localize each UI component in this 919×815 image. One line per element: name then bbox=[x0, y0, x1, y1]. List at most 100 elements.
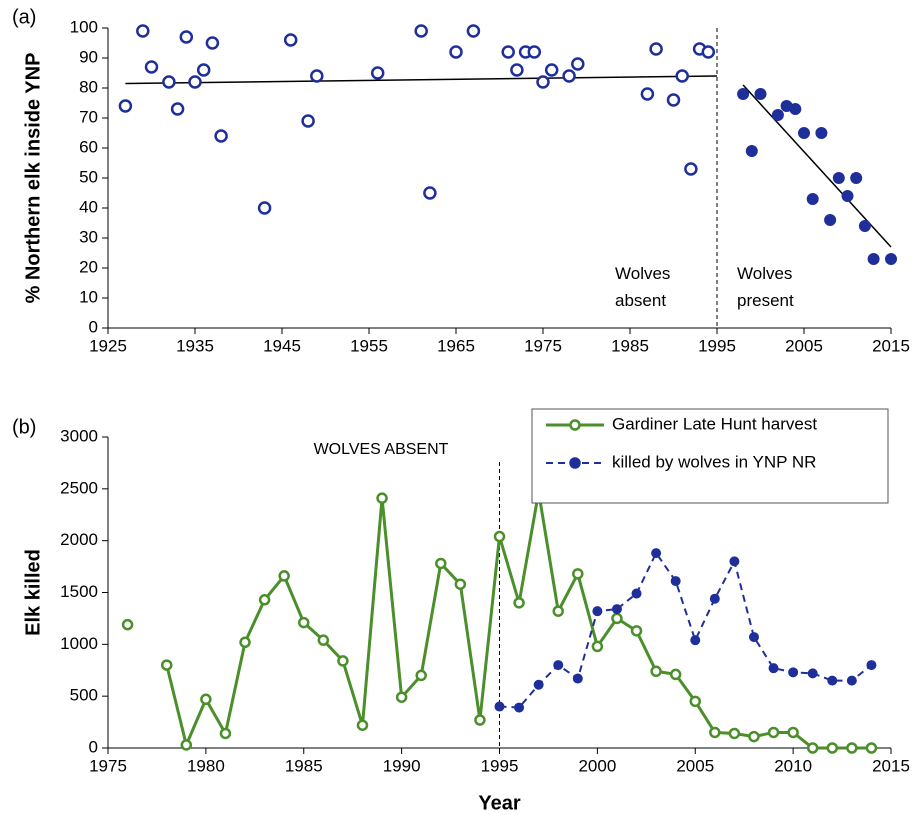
data-point bbox=[415, 669, 427, 682]
panel-label: (b) bbox=[12, 416, 36, 438]
data-point bbox=[651, 548, 662, 559]
data-point bbox=[298, 616, 310, 629]
data-point bbox=[649, 42, 663, 56]
data-point bbox=[239, 636, 251, 649]
data-point bbox=[376, 492, 388, 504]
x-tick-label: 1995 bbox=[481, 756, 519, 775]
data-point bbox=[728, 727, 741, 740]
data-point bbox=[162, 75, 176, 89]
data-point bbox=[513, 597, 525, 609]
data-point bbox=[205, 36, 220, 50]
data-point bbox=[787, 726, 799, 739]
data-point bbox=[527, 45, 542, 59]
x-tick-label: 1925 bbox=[89, 336, 127, 355]
annotation-line: absent bbox=[615, 291, 666, 310]
x-tick-label: 1985 bbox=[285, 756, 323, 775]
data-point bbox=[572, 673, 583, 684]
x-tick-label: 2000 bbox=[578, 756, 616, 775]
x-tick-label: 2015 bbox=[872, 336, 910, 355]
data-point bbox=[748, 730, 760, 743]
data-point bbox=[449, 45, 463, 59]
data-point bbox=[832, 172, 845, 184]
data-point bbox=[709, 726, 721, 739]
data-point bbox=[867, 253, 880, 265]
data-point bbox=[690, 635, 701, 646]
y-tick-label: 20 bbox=[79, 257, 98, 276]
data-point bbox=[640, 87, 655, 101]
y-tick-label: 40 bbox=[79, 197, 98, 216]
x-tick-label: 1955 bbox=[350, 336, 388, 355]
data-point bbox=[768, 663, 779, 674]
y-tick-label: 60 bbox=[79, 137, 98, 156]
annotation-line: present bbox=[737, 291, 794, 310]
data-point bbox=[709, 593, 720, 604]
data-point bbox=[826, 742, 839, 754]
x-tick-label: 1980 bbox=[187, 756, 225, 775]
data-point bbox=[670, 576, 681, 587]
data-point bbox=[337, 655, 349, 667]
x-tick-label: 1945 bbox=[263, 336, 301, 355]
series-line bbox=[499, 551, 873, 709]
data-point bbox=[858, 220, 871, 232]
data-point bbox=[160, 659, 173, 671]
data-point bbox=[514, 702, 525, 713]
data-point bbox=[552, 605, 564, 617]
legend-marker bbox=[569, 419, 581, 431]
x-tick-label: 1935 bbox=[176, 336, 214, 355]
legend-label: killed by wolves in YNP NR bbox=[612, 452, 816, 471]
y-tick-label: 3000 bbox=[60, 426, 98, 445]
data-point bbox=[310, 69, 324, 83]
data-point bbox=[592, 606, 603, 617]
trend-line bbox=[125, 75, 718, 85]
annotation: Wolves absent bbox=[615, 264, 670, 310]
data-point bbox=[824, 214, 837, 226]
data-point bbox=[850, 172, 863, 184]
y-tick-label: 90 bbox=[79, 47, 98, 66]
data-point bbox=[278, 570, 290, 582]
data-point bbox=[806, 193, 819, 205]
data-point bbox=[745, 145, 758, 157]
data-point bbox=[754, 88, 767, 100]
annotation-line: Wolves bbox=[737, 264, 792, 283]
data-point bbox=[807, 668, 818, 679]
y-tick-label: 80 bbox=[79, 77, 98, 96]
data-point bbox=[510, 63, 524, 77]
data-point bbox=[689, 695, 701, 708]
data-point bbox=[675, 69, 689, 83]
data-point bbox=[423, 186, 437, 200]
data-point bbox=[630, 625, 643, 637]
legend-marker bbox=[569, 457, 581, 469]
y-tick-label: 2500 bbox=[60, 478, 98, 497]
data-point bbox=[684, 162, 698, 176]
data-point bbox=[815, 127, 828, 139]
data-point bbox=[788, 667, 799, 678]
x-tick-label: 1985 bbox=[611, 336, 649, 355]
legend-label: Gardiner Late Hunt harvest bbox=[612, 414, 817, 433]
data-point bbox=[846, 675, 857, 686]
data-point bbox=[866, 660, 877, 671]
data-point bbox=[631, 588, 642, 599]
data-point bbox=[536, 75, 550, 89]
y-tick-label: 70 bbox=[79, 107, 98, 126]
data-point bbox=[553, 660, 564, 671]
y-tick-label: 10 bbox=[79, 287, 98, 306]
annotation: Wolves present bbox=[737, 264, 794, 310]
annotation-line: Wolves bbox=[615, 264, 670, 283]
y-tick-label: 2000 bbox=[60, 530, 98, 549]
data-point bbox=[200, 693, 212, 706]
data-point bbox=[591, 640, 604, 653]
data-point bbox=[846, 742, 858, 754]
data-point bbox=[370, 66, 385, 80]
y-tick-label: 50 bbox=[79, 167, 98, 186]
data-point bbox=[533, 679, 544, 690]
data-point bbox=[179, 30, 194, 44]
data-point bbox=[572, 568, 584, 580]
panel-label: (a) bbox=[12, 6, 36, 28]
data-point bbox=[767, 726, 780, 739]
data-point bbox=[144, 60, 159, 74]
data-point bbox=[454, 578, 467, 590]
x-tick-label: 1990 bbox=[383, 756, 421, 775]
annotation: WOLVES ABSENT bbox=[314, 441, 449, 458]
x-tick-label: 1965 bbox=[437, 336, 475, 355]
